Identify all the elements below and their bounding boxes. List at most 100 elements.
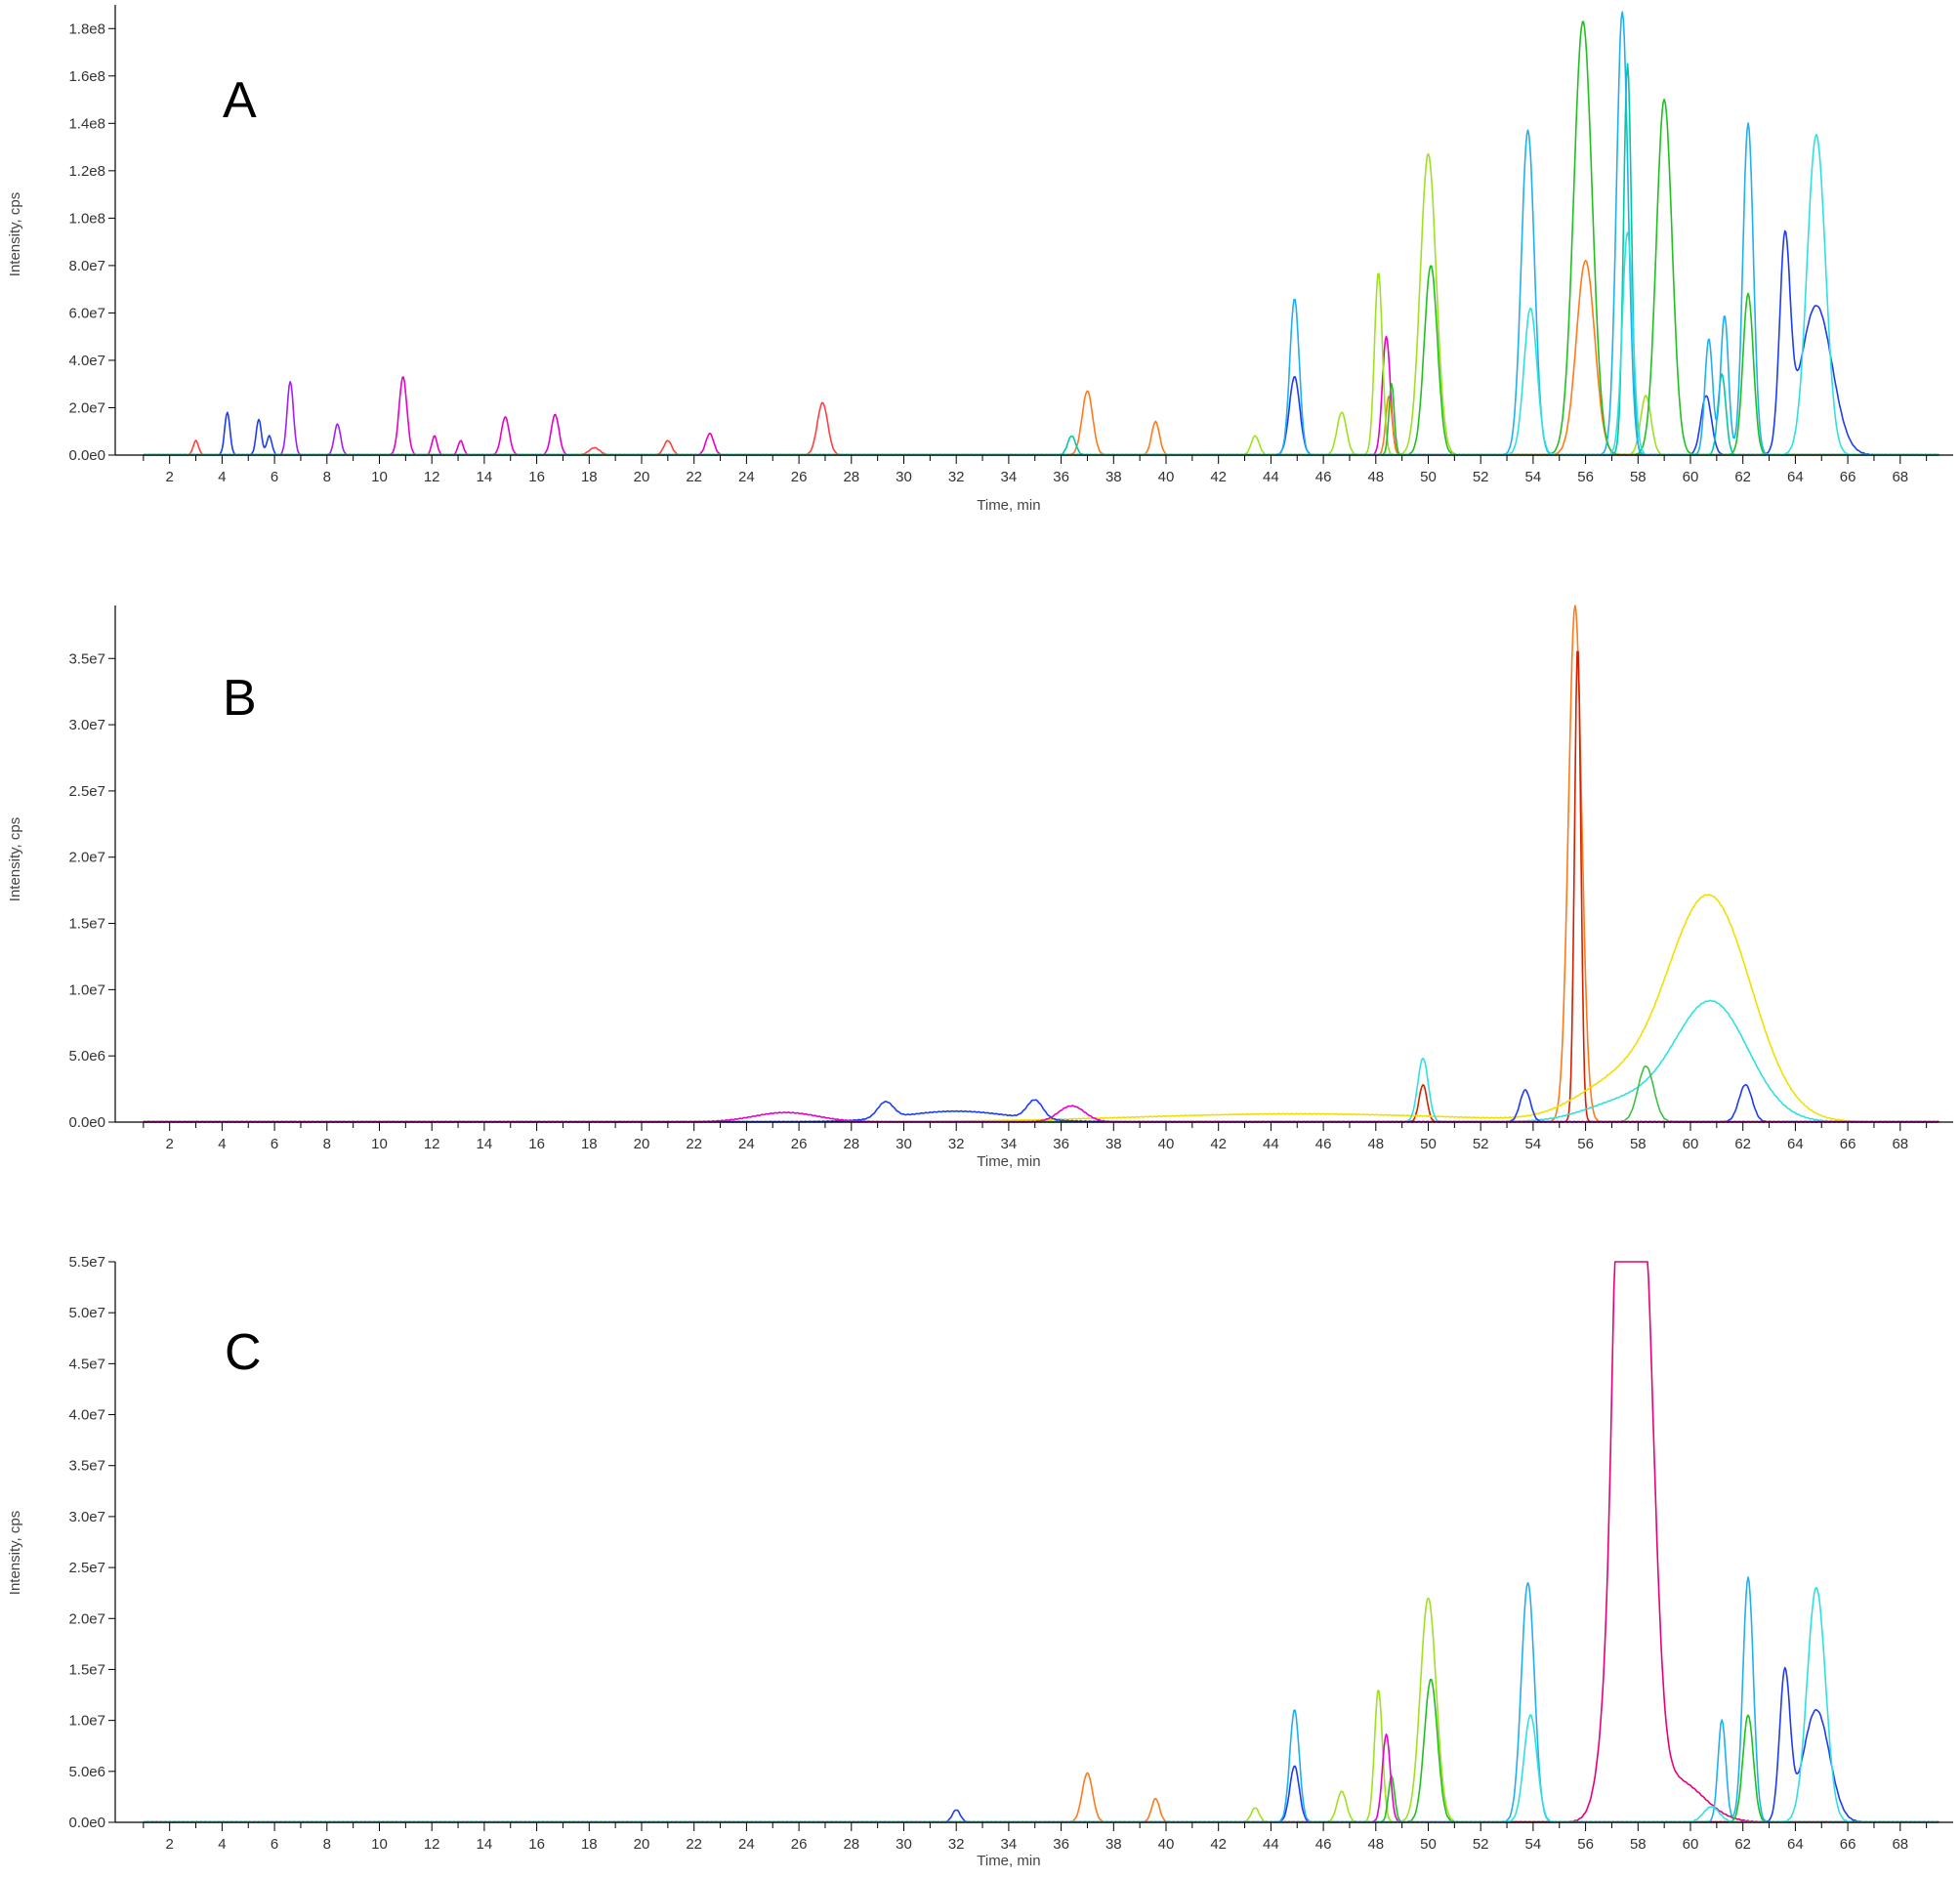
trace-line (143, 11, 1939, 456)
x-tick-label: 8 (323, 469, 331, 485)
x-tick-label: 26 (791, 469, 808, 485)
trace-group (143, 1261, 1939, 1823)
x-tick-label: 10 (371, 1836, 388, 1853)
trace-line (143, 381, 1939, 456)
x-tick-label: 54 (1525, 469, 1542, 485)
x-tick-label: 64 (1787, 1836, 1804, 1853)
x-tick-label: 4 (218, 1136, 226, 1152)
y-tick-label: 1.0e7 (68, 1713, 105, 1730)
x-tick-label: 28 (843, 1136, 859, 1152)
y-tick-label: 3.5e7 (68, 1458, 105, 1475)
x-tick-label: 18 (581, 469, 598, 485)
x-tick-label: 8 (323, 1836, 331, 1853)
x-tick-label: 20 (634, 1836, 650, 1853)
y-tick-label: 2.0e7 (68, 399, 105, 416)
trace-line (143, 1084, 1939, 1123)
y-tick-label: 4.5e7 (68, 1356, 105, 1372)
x-tick-label: 44 (1263, 1836, 1279, 1853)
x-tick-label: 6 (271, 1836, 278, 1853)
x-tick-label: 50 (1420, 1136, 1437, 1152)
x-tick-label: 32 (948, 1136, 965, 1152)
trace-group (143, 605, 1939, 1123)
x-tick-label: 12 (424, 1136, 440, 1152)
x-tick-label: 44 (1263, 1136, 1279, 1152)
x-axis-title: Time, min (977, 497, 1040, 514)
x-tick-label: 38 (1105, 1836, 1122, 1853)
x-tick-label: 56 (1577, 1136, 1594, 1152)
x-tick-label: 18 (581, 1136, 598, 1152)
x-tick-label: 54 (1525, 1836, 1542, 1853)
x-tick-label: 12 (424, 469, 440, 485)
x-tick-label: 36 (1053, 1836, 1069, 1853)
x-tick-label: 40 (1158, 469, 1175, 485)
x-axis-title: Time, min (977, 1853, 1040, 1869)
panel-label: B (223, 670, 257, 727)
x-tick-label: 16 (528, 1836, 545, 1853)
y-tick-label: 3.5e7 (68, 650, 105, 667)
x-tick-label: 36 (1053, 1136, 1069, 1152)
x-tick-label: 42 (1210, 1836, 1227, 1853)
y-axis-title: Intensity, cps (7, 192, 23, 276)
x-tick-label: 62 (1734, 1136, 1751, 1152)
y-tick-label: 3.0e7 (68, 717, 105, 733)
x-tick-label: 10 (371, 469, 388, 485)
trace-line (143, 650, 1939, 1123)
trace-line (143, 401, 1939, 456)
x-tick-label: 4 (218, 1836, 226, 1853)
x-tick-label: 30 (896, 469, 912, 485)
x-tick-label: 22 (686, 1836, 702, 1853)
y-tick-label: 2.0e7 (68, 850, 105, 866)
y-tick-label: 1.5e7 (68, 1661, 105, 1678)
trace-line (143, 999, 1939, 1123)
y-tick-label: 5.0e6 (68, 1048, 105, 1064)
y-tick-label: 5.5e7 (68, 1254, 105, 1271)
x-tick-label: 30 (896, 1136, 912, 1152)
x-tick-label: 22 (686, 469, 702, 485)
x-tick-label: 34 (1001, 1136, 1018, 1152)
x-tick-label: 56 (1577, 469, 1594, 485)
x-tick-label: 44 (1263, 469, 1279, 485)
x-tick-label: 66 (1840, 1136, 1856, 1152)
x-tick-label: 32 (948, 469, 965, 485)
y-tick-label: 1.4e8 (68, 115, 105, 132)
x-tick-label: 14 (477, 1136, 493, 1152)
x-tick-label: 42 (1210, 1136, 1227, 1152)
x-tick-label: 20 (634, 1136, 650, 1152)
x-tick-label: 52 (1473, 1836, 1489, 1853)
x-tick-label: 40 (1158, 1136, 1175, 1152)
x-tick-label: 56 (1577, 1836, 1594, 1853)
x-tick-label: 14 (477, 469, 493, 485)
trace-group (143, 11, 1939, 456)
trace-line (143, 21, 1939, 456)
trace-line (143, 894, 1939, 1123)
x-tick-label: 66 (1840, 1836, 1856, 1853)
x-tick-label: 18 (581, 1836, 598, 1853)
x-tick-label: 34 (1001, 1836, 1018, 1853)
x-tick-label: 28 (843, 469, 859, 485)
x-tick-label: 14 (477, 1836, 493, 1853)
trace-line (143, 1586, 1939, 1823)
y-tick-label: 4.0e7 (68, 353, 105, 369)
y-tick-label: 5.0e6 (68, 1764, 105, 1780)
x-tick-label: 42 (1210, 469, 1227, 485)
trace-line (143, 335, 1939, 456)
y-tick-label: 0.0e0 (68, 1114, 105, 1131)
x-tick-label: 38 (1105, 1136, 1122, 1152)
y-tick-label: 2.0e7 (68, 1610, 105, 1627)
panel-label: C (225, 1324, 262, 1381)
y-tick-label: 8.0e7 (68, 258, 105, 274)
x-tick-label: 60 (1683, 469, 1699, 485)
x-tick-label: 50 (1420, 469, 1437, 485)
x-tick-label: 48 (1367, 1136, 1384, 1152)
panel-label: A (223, 72, 257, 129)
y-tick-label: 1.5e7 (68, 916, 105, 933)
trace-line (143, 1261, 1939, 1823)
x-tick-label: 20 (634, 469, 650, 485)
x-tick-label: 6 (271, 469, 278, 485)
trace-line (143, 152, 1939, 456)
x-tick-label: 12 (424, 1836, 440, 1853)
x-tick-label: 28 (843, 1836, 859, 1853)
x-tick-label: 2 (166, 1136, 174, 1152)
y-tick-label: 2.5e7 (68, 1560, 105, 1576)
